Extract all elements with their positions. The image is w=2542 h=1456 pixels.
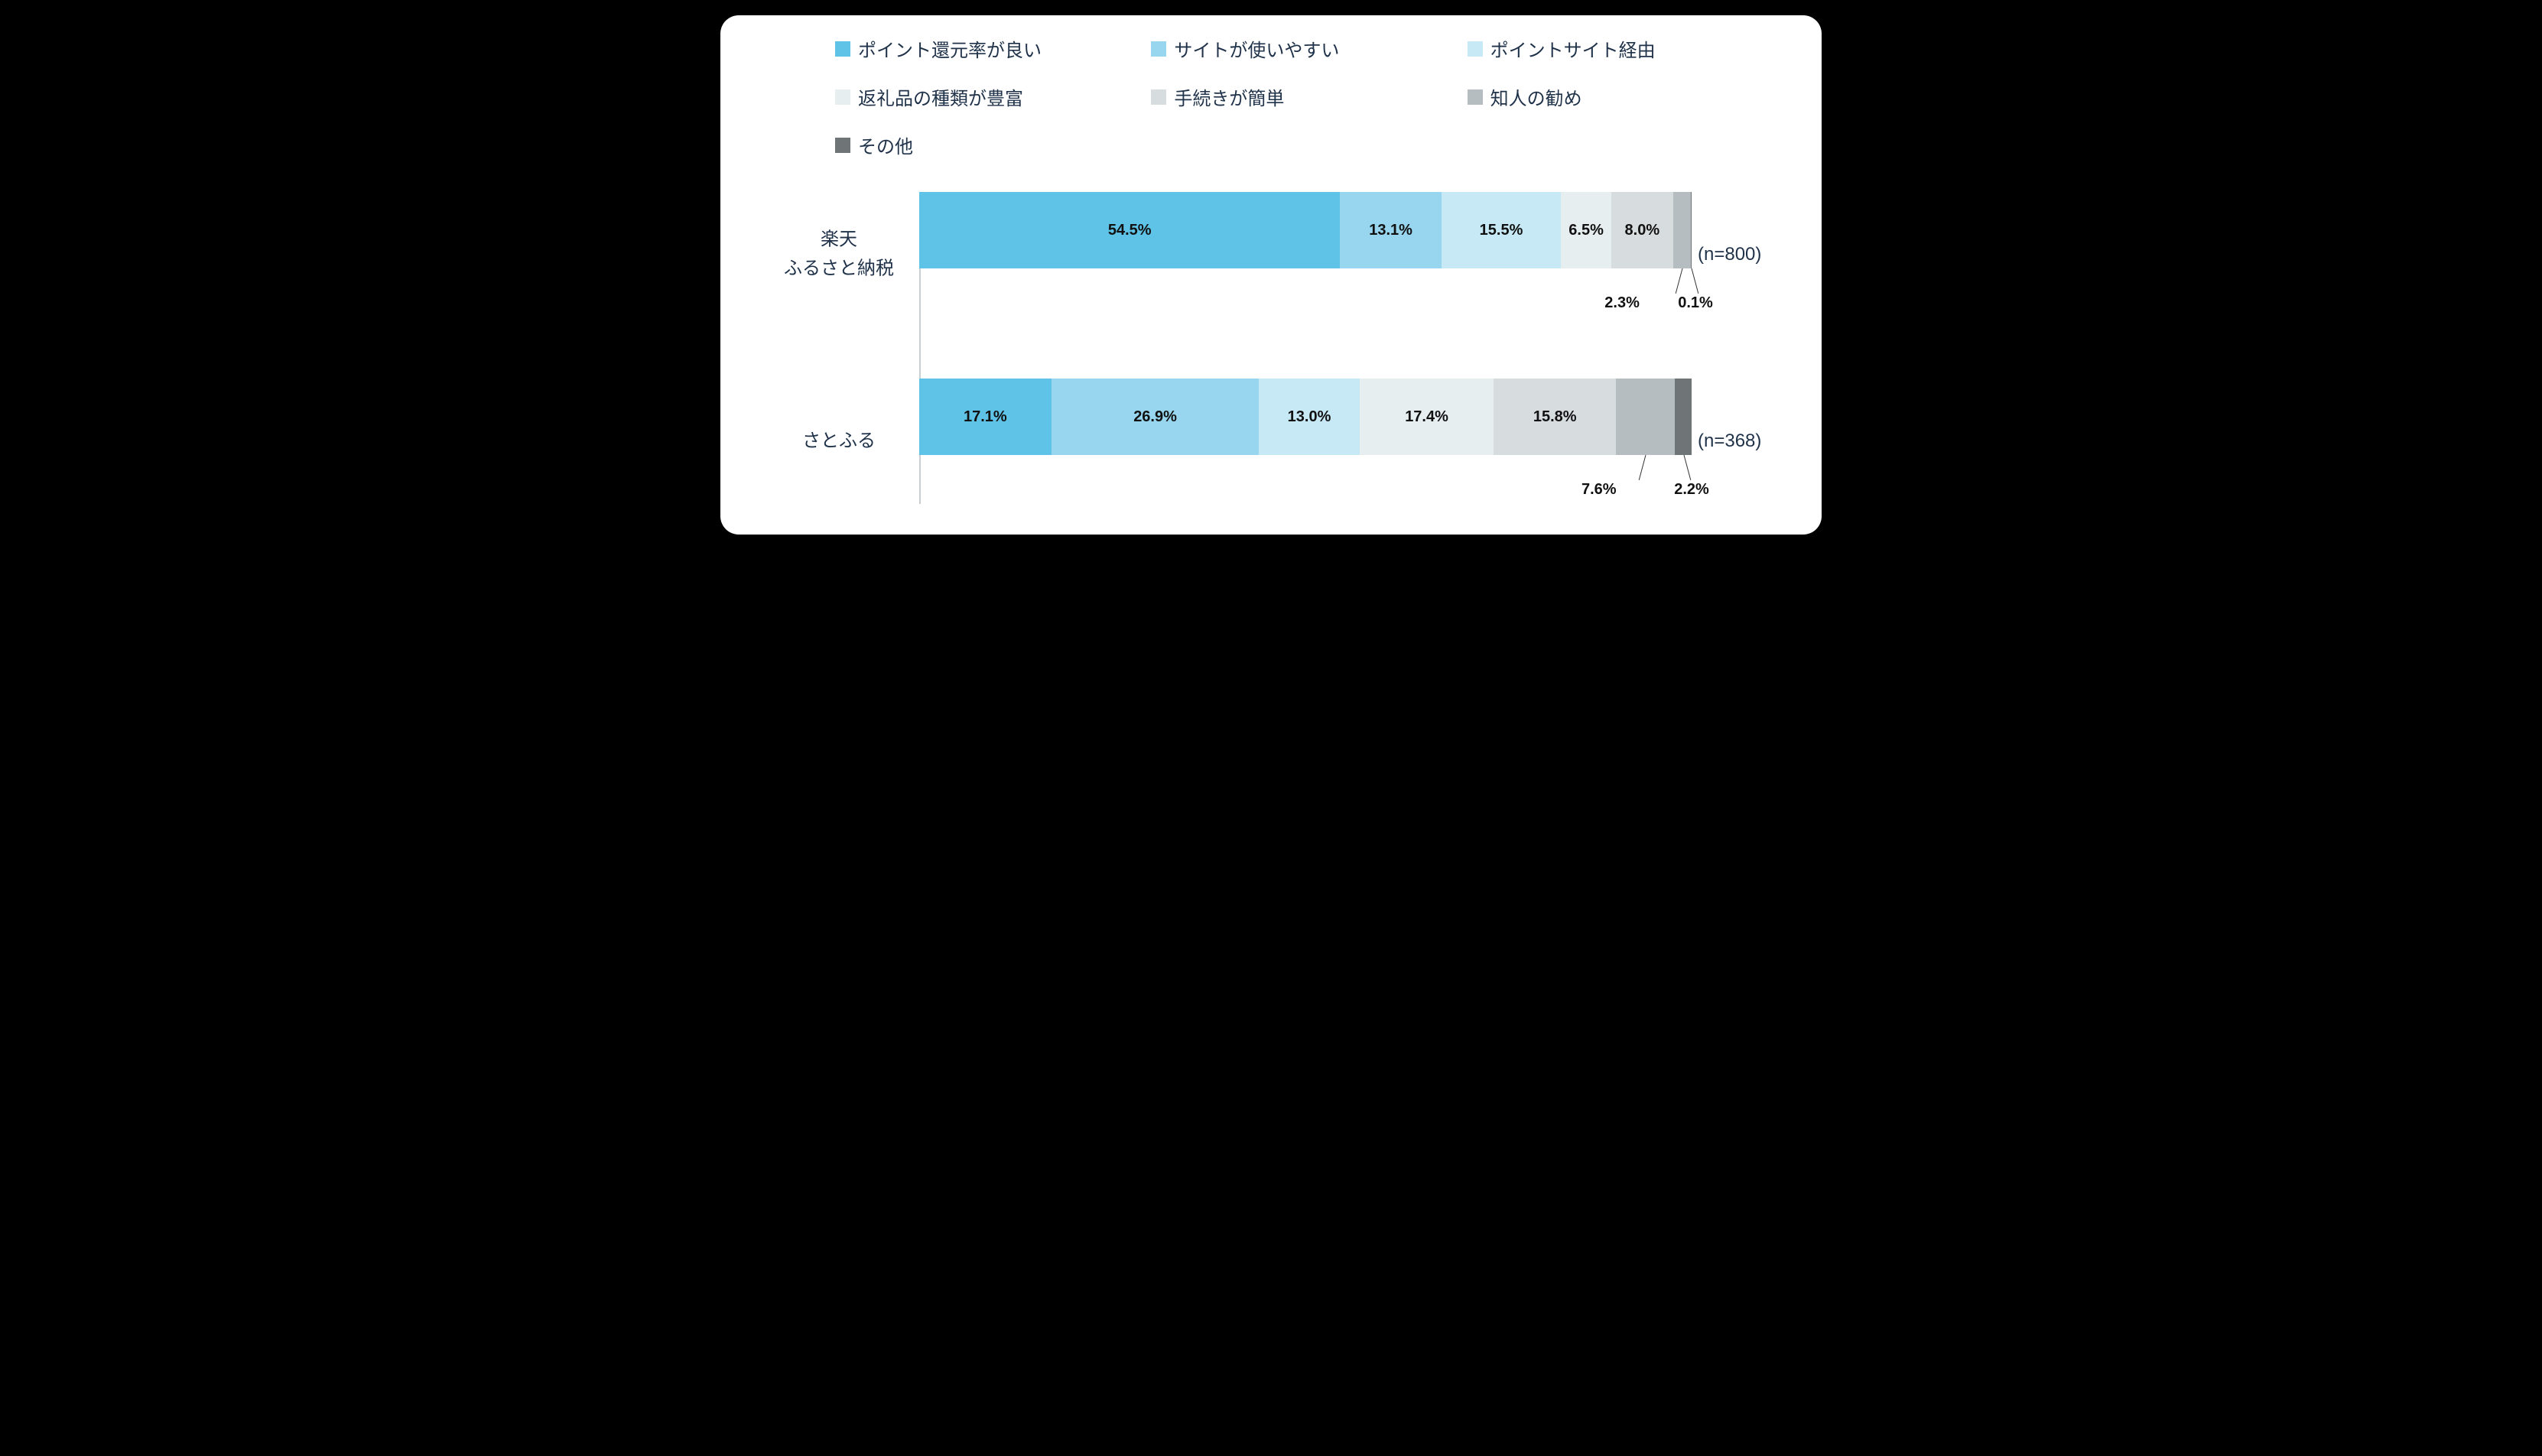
segment-value-label: 15.5% (1480, 222, 1523, 239)
callout-value-label: 2.2% (1674, 481, 1709, 499)
callout-value-label: 0.1% (1678, 294, 1713, 312)
legend-item: 知人の勧め (1468, 83, 1776, 110)
legend-label: その他 (858, 132, 913, 158)
legend-swatch (1468, 89, 1483, 105)
legend-swatch (1151, 41, 1166, 57)
legend-swatch (835, 89, 850, 105)
legend-item: サイトが使いやすい (1151, 35, 1459, 62)
bar-segment: 13.0% (1259, 379, 1359, 455)
chart-plot-area: 楽天ふるさと納税 54.5% 13.1% 15.5% 6.5% 8.0% (n=… (766, 192, 1776, 504)
sample-size-label: (n=800) (1698, 244, 1761, 265)
segment-value-label: 54.5% (1108, 222, 1152, 239)
legend-label: 手続きが簡単 (1174, 83, 1284, 110)
leader-line (1639, 455, 1647, 480)
callout-value-label: 7.6% (1581, 481, 1617, 499)
category-label: 楽天ふるさと納税 (766, 226, 912, 284)
bar-segment: 54.5% (919, 192, 1340, 268)
legend-item: ポイントサイト経由 (1468, 35, 1776, 62)
segment-value-label: 13.0% (1288, 408, 1331, 426)
legend-swatch (1151, 89, 1166, 105)
legend-label: サイトが使いやすい (1174, 35, 1339, 62)
bar-segment (1673, 192, 1691, 268)
sample-size-label: (n=368) (1698, 431, 1761, 452)
legend-label: ポイント還元率が良い (858, 35, 1042, 62)
bar-segment (1675, 379, 1692, 455)
bar-segment: 15.8% (1494, 379, 1616, 455)
bar-segment: 13.1% (1340, 192, 1441, 268)
callout-value-label: 2.3% (1604, 294, 1640, 312)
legend-label: 返礼品の種類が豊富 (858, 83, 1023, 110)
segment-value-label: 6.5% (1568, 222, 1604, 239)
segment-value-label: 8.0% (1625, 222, 1660, 239)
legend-label: ポイントサイト経由 (1490, 35, 1656, 62)
legend-item: 手続きが簡単 (1151, 83, 1459, 110)
bar-row: 楽天ふるさと納税 54.5% 13.1% 15.5% 6.5% 8.0% (n=… (919, 192, 1692, 317)
segment-value-label: 26.9% (1133, 408, 1177, 426)
callout-area: 2.3% 0.1% (919, 271, 1692, 317)
legend-item: その他 (835, 132, 1143, 158)
legend-swatch (835, 138, 850, 153)
legend-swatch (835, 41, 850, 57)
bar-segment: 15.5% (1442, 192, 1562, 268)
segment-value-label: 13.1% (1369, 222, 1412, 239)
chart-card: ポイント還元率が良い サイトが使いやすい ポイントサイト経由 返礼品の種類が豊富… (720, 15, 1822, 535)
bar-segment: 17.4% (1360, 379, 1494, 455)
legend-label: 知人の勧め (1490, 83, 1582, 110)
legend-item: 返礼品の種類が豊富 (835, 83, 1143, 110)
segment-value-label: 17.1% (964, 408, 1007, 426)
bar-segment (1691, 192, 1692, 268)
leader-line (1692, 268, 1700, 294)
legend-swatch (1468, 41, 1483, 57)
legend: ポイント還元率が良い サイトが使いやすい ポイントサイト経由 返礼品の種類が豊富… (766, 31, 1776, 172)
leader-line (1676, 268, 1684, 294)
bar-segment: 8.0% (1611, 192, 1673, 268)
segment-value-label: 15.8% (1533, 408, 1577, 426)
bar-segment (1616, 379, 1675, 455)
callout-area: 7.6% 2.2% (919, 458, 1692, 504)
segment-value-label: 17.4% (1405, 408, 1448, 426)
stacked-bar: 54.5% 13.1% 15.5% 6.5% 8.0% (919, 192, 1692, 268)
legend-item: ポイント還元率が良い (835, 35, 1143, 62)
leader-line (1683, 455, 1692, 480)
category-label: さとふる (766, 427, 912, 456)
bar-row: さとふる 17.1% 26.9% 13.0% 17.4% 15.8% (n=36… (919, 379, 1692, 504)
stacked-bar: 17.1% 26.9% 13.0% 17.4% 15.8% (919, 379, 1692, 455)
bar-segment: 17.1% (919, 379, 1052, 455)
bar-segment: 6.5% (1561, 192, 1611, 268)
bar-segment: 26.9% (1052, 379, 1260, 455)
